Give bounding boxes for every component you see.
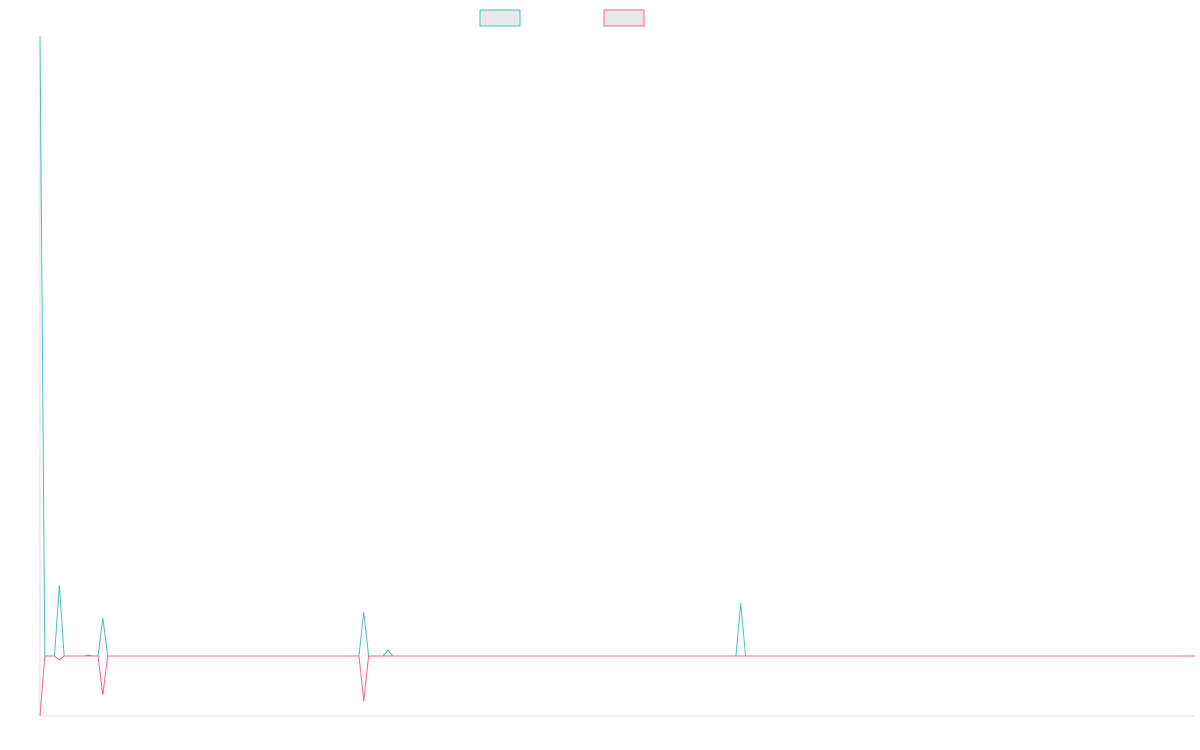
legend-swatch[interactable] bbox=[479, 9, 521, 27]
legend-swatch[interactable] bbox=[603, 9, 645, 27]
line bbox=[39, 655, 1195, 717]
line bbox=[39, 35, 1195, 657]
